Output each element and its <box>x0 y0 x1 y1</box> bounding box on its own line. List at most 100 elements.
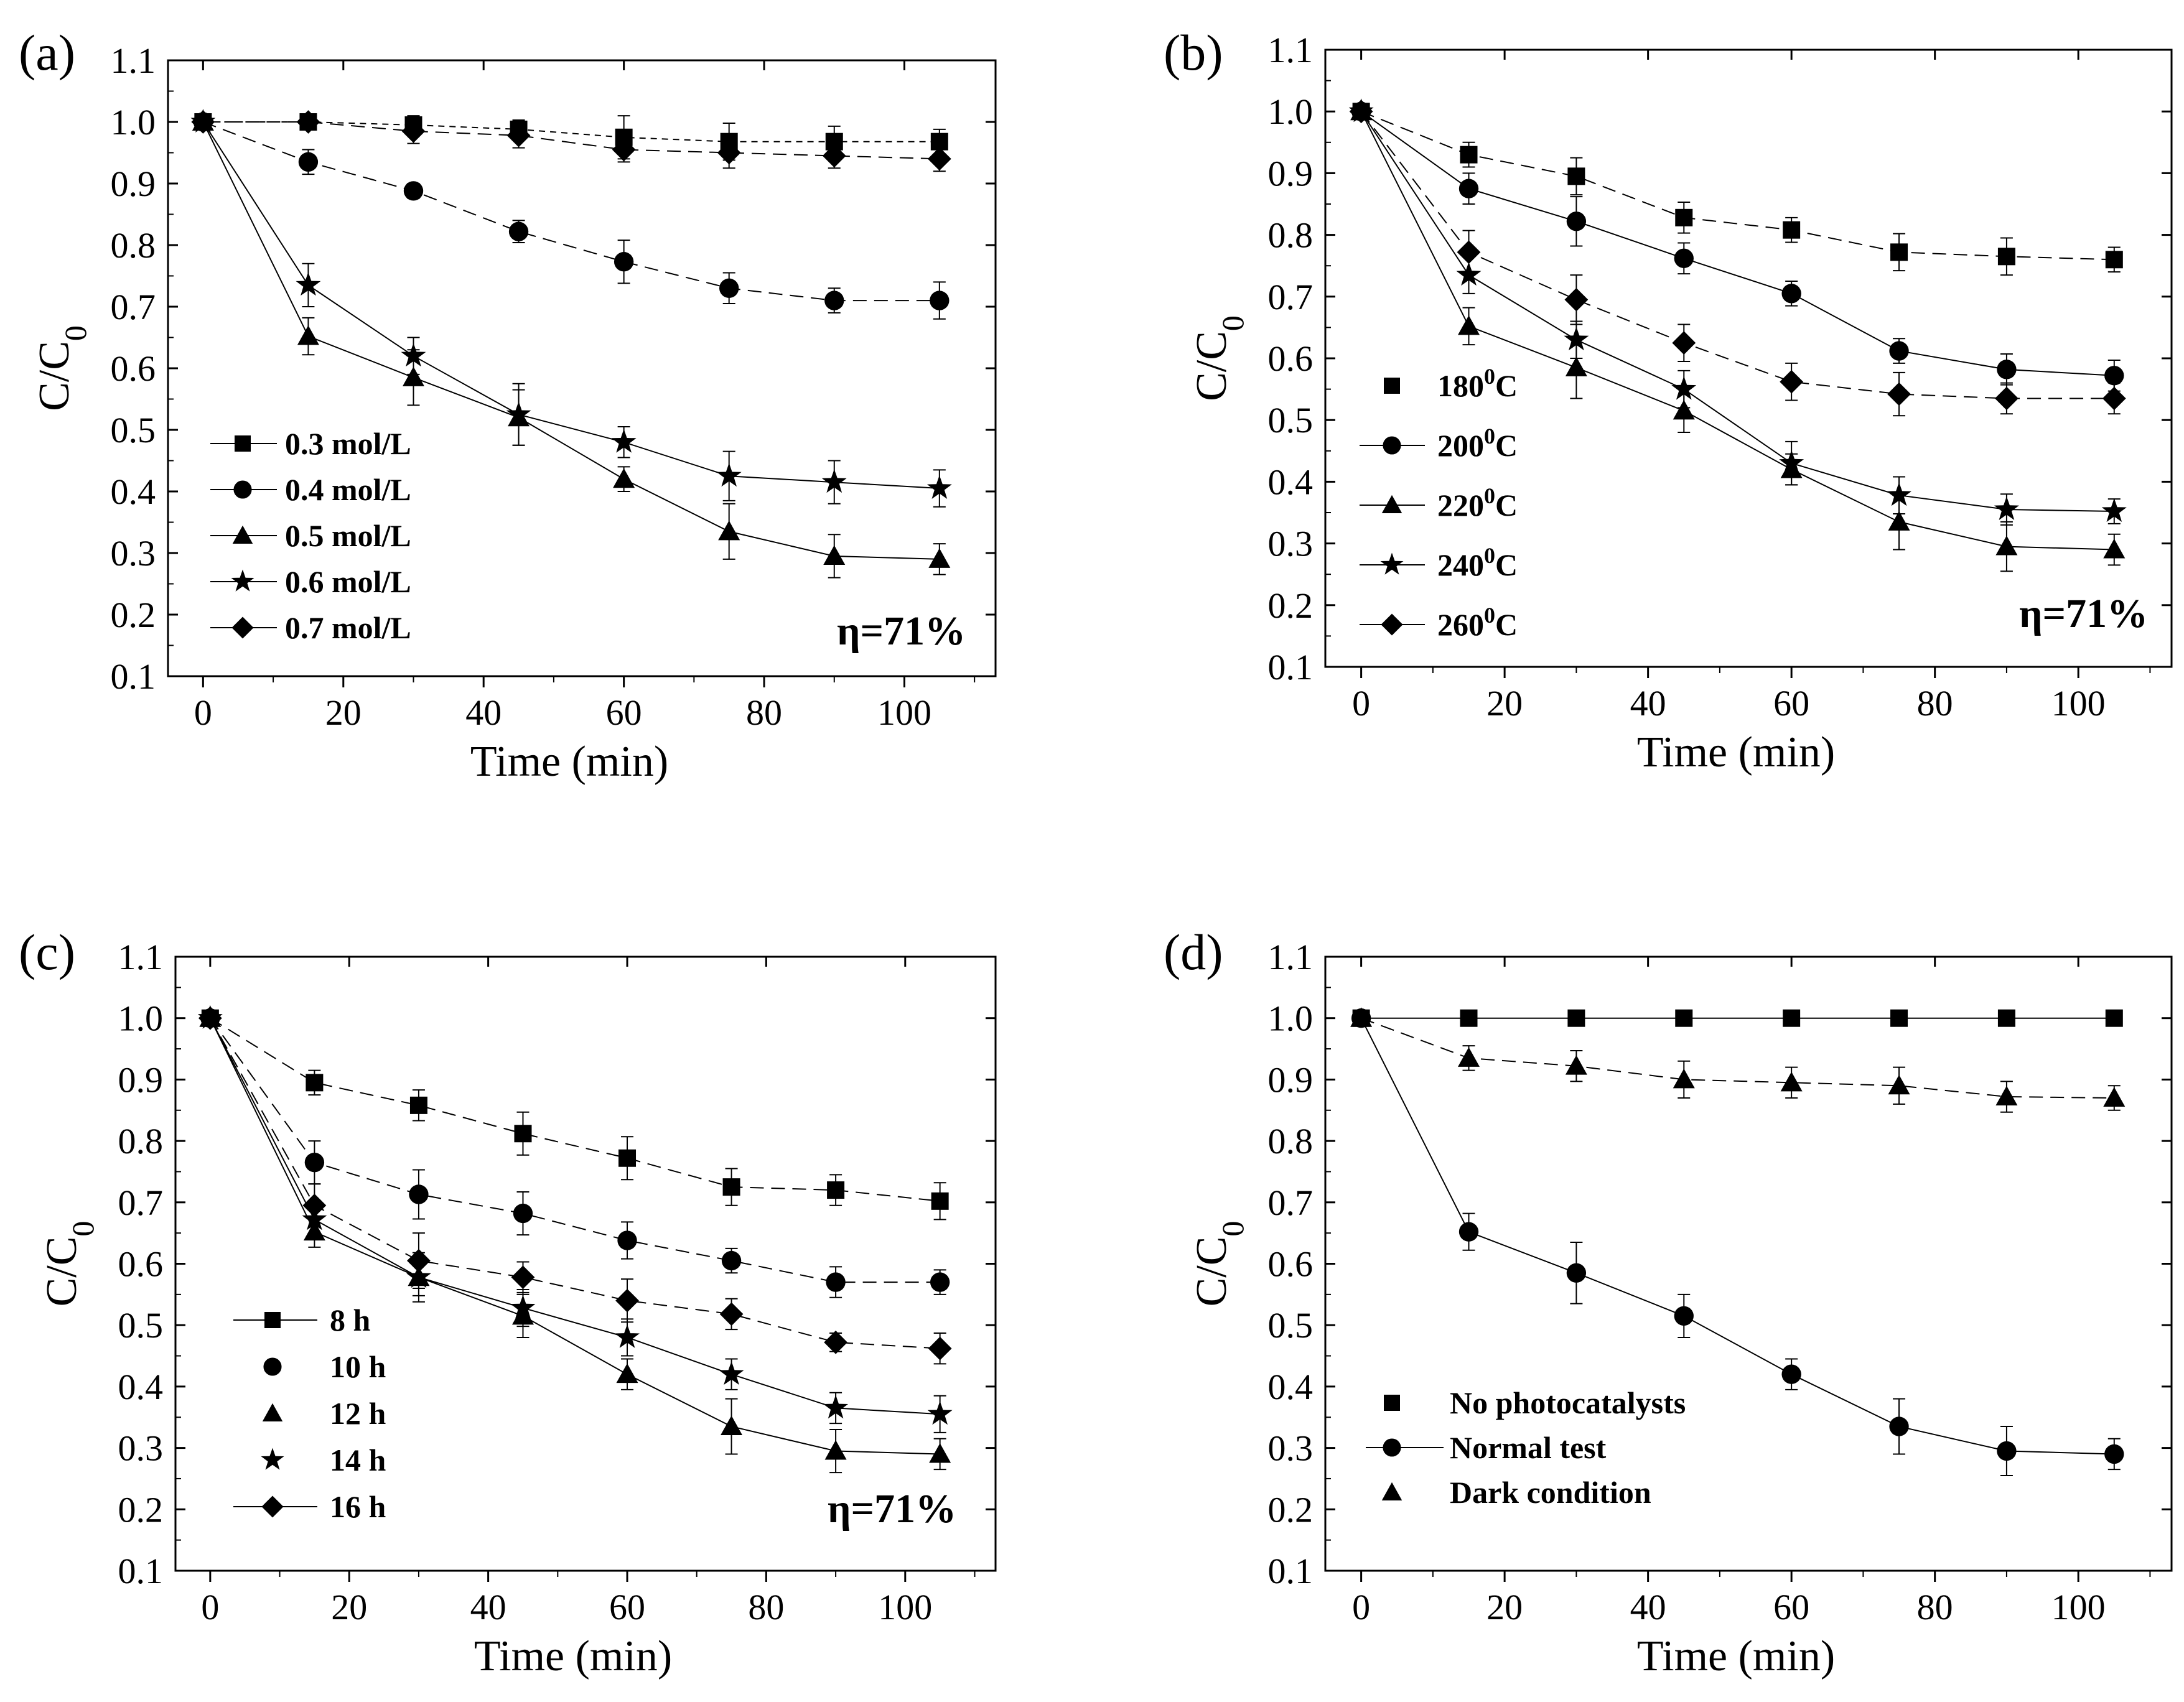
x-tick-label: 20 <box>1486 1587 1523 1627</box>
data-point <box>1564 327 1589 351</box>
data-point <box>508 221 529 241</box>
legend-label: Dark condition <box>1450 1475 1651 1510</box>
legend-marker <box>1381 1482 1402 1500</box>
y-tick-label: 1.0 <box>1268 91 1314 132</box>
legend-marker <box>1383 436 1401 455</box>
data-point <box>1890 243 1908 261</box>
legend-marker <box>261 1495 284 1518</box>
data-point <box>409 1184 429 1204</box>
data-point <box>1564 287 1589 312</box>
series-line <box>1360 111 2114 399</box>
y-tick-label: 0.5 <box>1268 1305 1314 1346</box>
panel-label: (d) <box>1164 924 1223 980</box>
y-tick-label: 0.4 <box>111 472 156 512</box>
y-tick-label: 0.8 <box>1268 215 1314 256</box>
y-tick-label: 0.2 <box>1268 1489 1314 1530</box>
series-line <box>1361 111 2114 376</box>
data-point <box>613 468 635 488</box>
x-tick-label: 0 <box>1352 1587 1370 1627</box>
y-tick-label: 0.8 <box>118 1121 164 1161</box>
x-tick-label: 60 <box>1773 1587 1809 1627</box>
data-point <box>718 520 740 541</box>
y-tick-label: 0.2 <box>1268 585 1314 626</box>
data-point <box>612 137 636 162</box>
series-square <box>201 1009 949 1221</box>
y-axis-title: C/C0 <box>38 1221 100 1307</box>
y-tick-label: 0.9 <box>118 1059 164 1100</box>
x-tick-label: 20 <box>325 692 362 733</box>
legend-label: 2600C <box>1437 603 1518 642</box>
data-point <box>1671 376 1697 400</box>
y-tick-label: 0.3 <box>1268 1428 1314 1469</box>
data-point <box>1460 1009 1478 1027</box>
legend-marker <box>235 435 251 452</box>
legend-label: Normal test <box>1450 1430 1607 1465</box>
x-tick-label: 40 <box>1630 1587 1666 1627</box>
data-point <box>198 1006 222 1030</box>
data-point <box>1458 315 1480 335</box>
data-point <box>1458 1047 1480 1067</box>
data-point <box>930 291 950 310</box>
legend-label: 2000C <box>1437 424 1518 463</box>
series-line <box>209 1018 940 1455</box>
data-point <box>716 463 742 487</box>
x-axis-title: Time (min) <box>470 738 668 786</box>
panel-label: (b) <box>1164 24 1223 81</box>
x-tick-label: 60 <box>606 692 642 733</box>
legend-marker <box>231 616 254 639</box>
data-point <box>822 144 846 168</box>
x-tick-label: 40 <box>465 692 502 733</box>
panel-b: 0.1 0.2 0.3 0.4 0.5 0.6 0.7 0.8 0.9 1.0 1.1 0 20 40 60… <box>1164 24 2173 776</box>
x-tick-label: 20 <box>331 1587 367 1627</box>
x-tick-label: 100 <box>877 692 931 733</box>
y-tick-label: 0.5 <box>111 410 156 450</box>
data-point <box>1997 248 2015 266</box>
data-point <box>2104 1444 2124 1464</box>
x-tick-label: 80 <box>746 692 782 733</box>
legend-label: 10 h <box>330 1349 386 1384</box>
data-point <box>1995 536 2018 556</box>
x-tick-label: 80 <box>1917 1587 1953 1627</box>
x-axis-title: Time (min) <box>474 1632 672 1680</box>
x-tick-label: 40 <box>470 1587 506 1627</box>
x-tick-label: 80 <box>1917 683 1953 723</box>
legend-label: 0.3 mol/L <box>285 426 411 461</box>
data-point <box>296 110 320 134</box>
legend-label: 12 h <box>330 1396 386 1431</box>
x-tick-label: 60 <box>609 1587 645 1627</box>
y-tick-label: 0.6 <box>1268 1244 1314 1285</box>
y-tick-label: 0.6 <box>1268 338 1314 379</box>
data-point <box>719 278 739 298</box>
data-point <box>506 401 531 426</box>
legend-marker <box>1384 378 1400 394</box>
data-point <box>302 1193 327 1217</box>
y-tick-label: 0.1 <box>111 656 156 697</box>
data-point <box>721 1415 743 1436</box>
legend-marker <box>1381 613 1403 636</box>
x-axis-title: Time (min) <box>1637 1632 1835 1680</box>
data-point <box>1565 356 1587 376</box>
data-point <box>403 181 424 201</box>
x-tick-label: 0 <box>201 1587 219 1627</box>
y-tick-label: 0.8 <box>1268 1121 1314 1161</box>
y-tick-label: 0.1 <box>1268 1551 1314 1591</box>
legend-label: 0.4 mol/L <box>285 472 411 507</box>
legend-marker <box>263 1357 282 1376</box>
data-point <box>821 469 847 493</box>
y-tick-label: 0.2 <box>111 595 156 635</box>
data-point <box>1888 511 1910 531</box>
x-tick-label: 100 <box>878 1587 932 1627</box>
series-line <box>210 1017 940 1202</box>
efficiency-annotation: η=71% <box>2019 591 2148 636</box>
legend-label: 2400C <box>1437 543 1518 582</box>
data-point <box>2103 1087 2126 1107</box>
data-point <box>304 1152 325 1173</box>
data-point <box>1997 1009 2015 1027</box>
data-point <box>1674 248 1694 268</box>
data-point <box>929 1443 951 1463</box>
data-point <box>1888 1074 1910 1095</box>
series-line <box>1361 111 2114 261</box>
data-point <box>1889 1416 1909 1436</box>
